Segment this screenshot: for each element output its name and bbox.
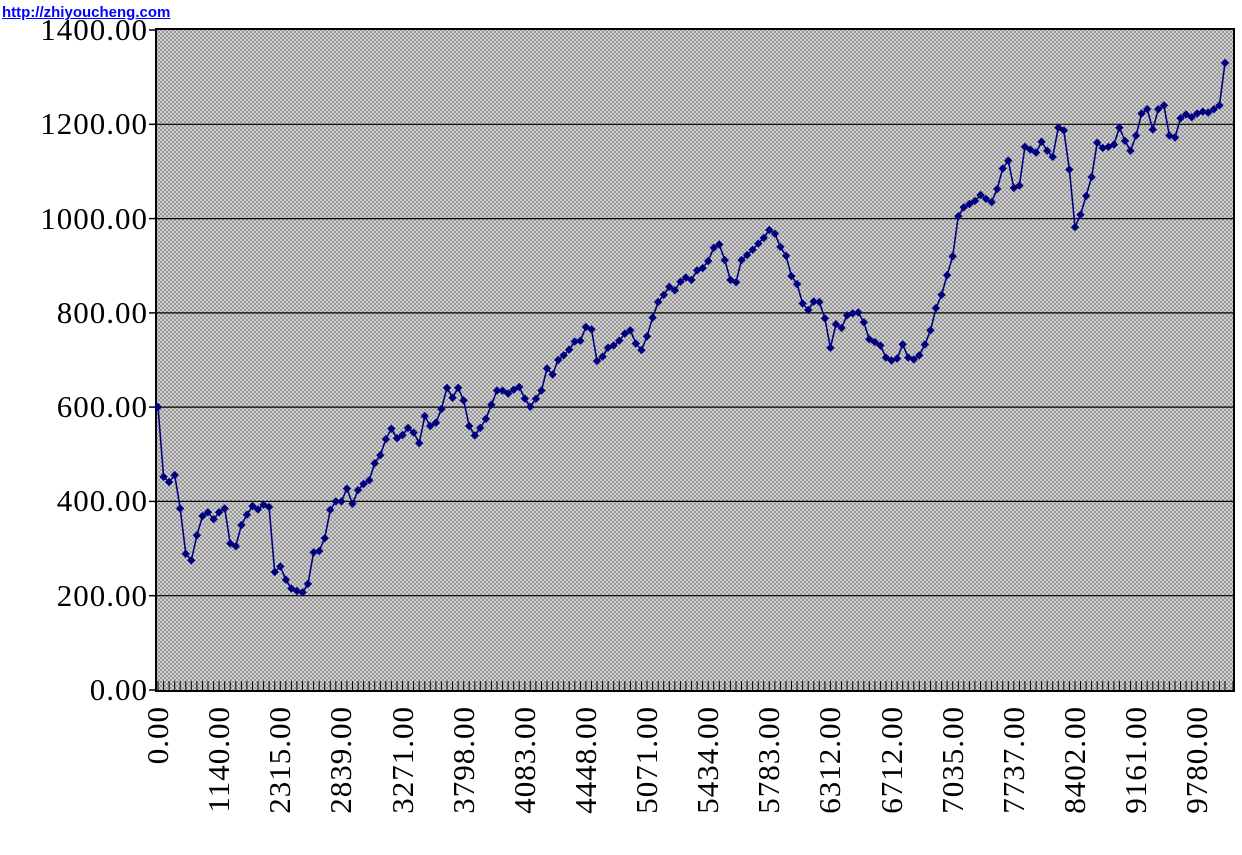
x-axis-label: 9161.00 [1118, 706, 1153, 814]
series-markers [153, 58, 1230, 597]
watermark-link[interactable]: http://zhiyoucheng.com [2, 4, 171, 21]
x-axis-label: 4448.00 [568, 706, 603, 814]
x-axis-label: 2839.00 [323, 706, 358, 814]
series-line [157, 62, 1226, 594]
x-axis-label: 7035.00 [935, 706, 970, 814]
y-axis-label: 200.00 [56, 578, 148, 613]
x-axis-label: 6712.00 [874, 706, 909, 814]
x-axis-label: 7737.00 [996, 706, 1031, 814]
x-axis-label: 3798.00 [446, 706, 481, 814]
y-axis-label: 1400.00 [40, 12, 148, 47]
y-axis-label: 400.00 [56, 483, 148, 518]
plot-area [155, 28, 1235, 692]
x-axis-label: 0.00 [140, 706, 175, 765]
x-axis-label: 3271.00 [385, 706, 420, 814]
x-axis-label: 6312.00 [812, 706, 847, 814]
y-axis-label: 1000.00 [40, 201, 148, 236]
x-axis-label: 5071.00 [629, 706, 664, 814]
x-axis-label: 5434.00 [690, 706, 725, 814]
x-axis-label: 1140.00 [201, 706, 236, 813]
x-axis-label: 2315.00 [262, 706, 297, 814]
x-axis-label: 8402.00 [1057, 706, 1092, 814]
y-axis-label: 800.00 [56, 295, 148, 330]
y-axis-label: 1200.00 [40, 106, 148, 141]
x-axis-label: 9780.00 [1179, 706, 1214, 814]
x-axis-label: 5783.00 [751, 706, 786, 814]
y-axis-label: 0.00 [89, 672, 148, 707]
y-axis-label: 600.00 [56, 389, 148, 424]
x-axis-ticks [157, 681, 1234, 690]
y-axis-ticks [149, 29, 157, 691]
x-axis-label: 4083.00 [507, 706, 542, 814]
